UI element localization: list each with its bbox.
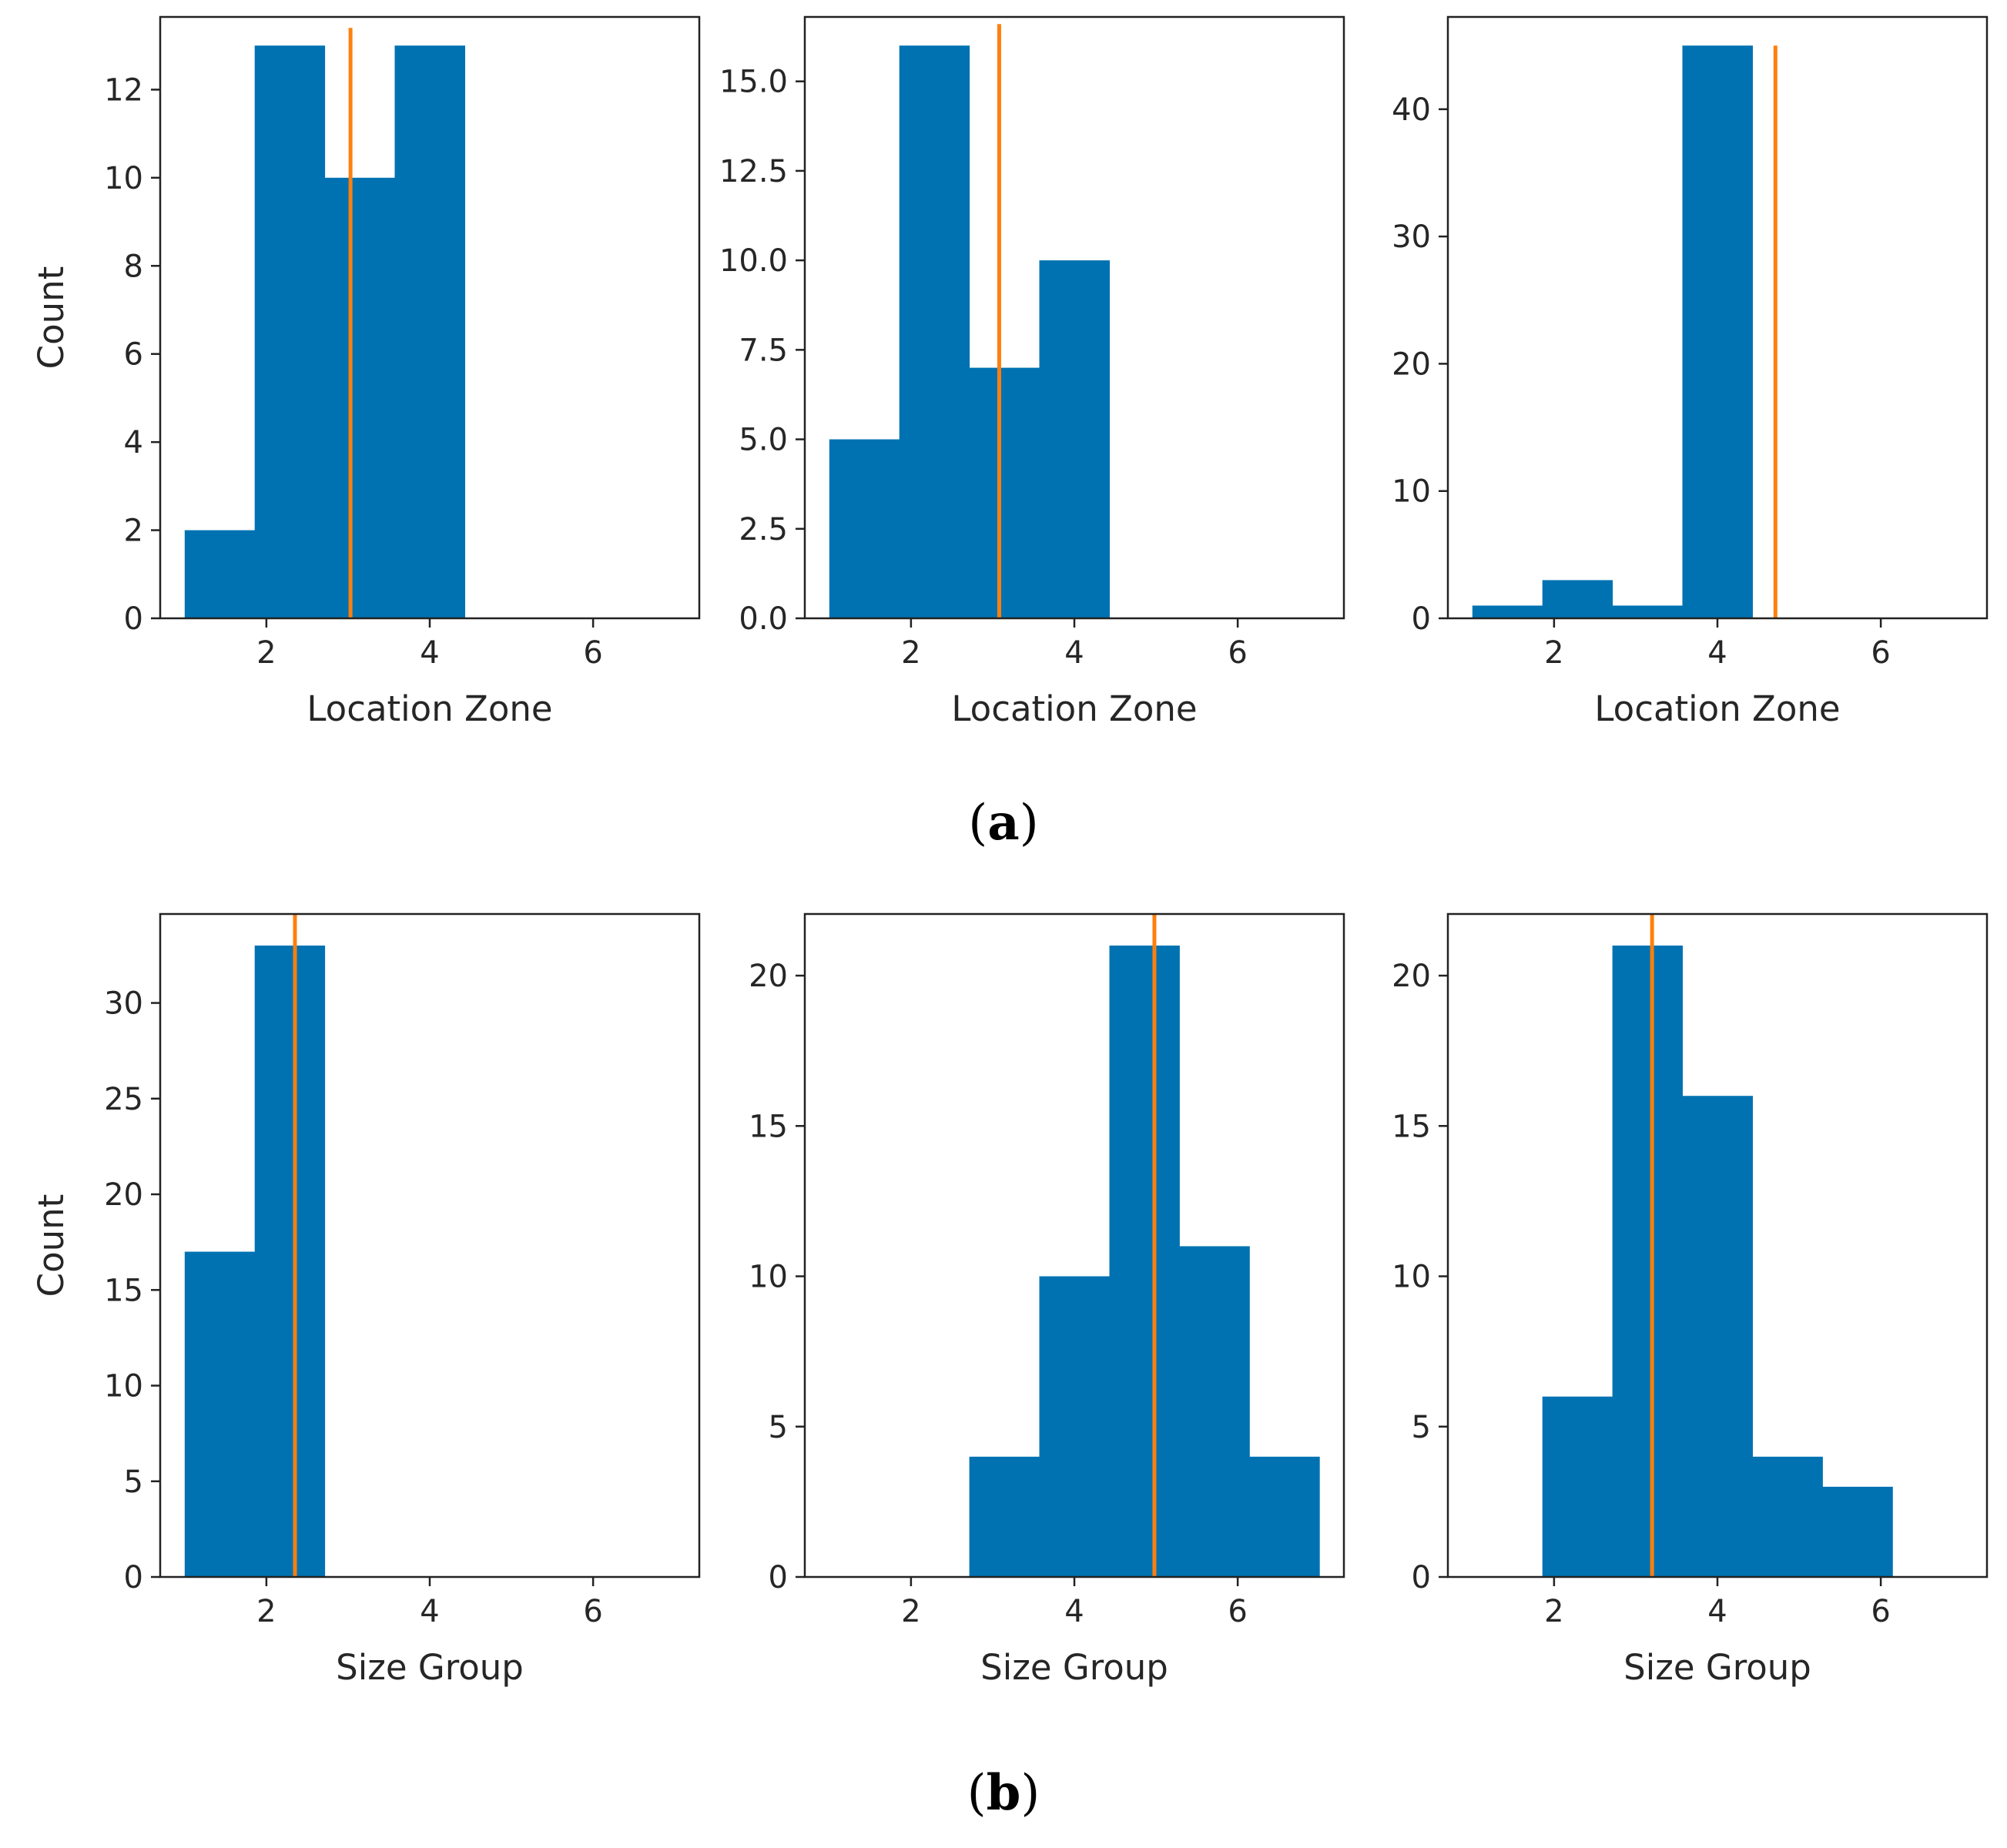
histogram-bar <box>1612 946 1683 1577</box>
y-tick-label: 5 <box>1412 1410 1431 1445</box>
y-tick-label: 30 <box>1392 219 1431 255</box>
histogram-bar <box>1179 1246 1250 1577</box>
panel-label-b: (b) <box>967 1764 1040 1822</box>
x-axis-label: Size Group <box>336 1647 524 1688</box>
y-tick-label: 12 <box>104 72 143 108</box>
y-tick-label: 15 <box>104 1273 143 1308</box>
histogram-a-1: 2 4 6 0 2 4 6 8 10 12 Location Zone Count <box>31 15 701 729</box>
y-tick-label: 10 <box>104 161 143 196</box>
x-tick-label: 2 <box>1544 635 1563 671</box>
x-tick-label: 6 <box>1871 1594 1890 1629</box>
histogram-bar <box>254 45 326 618</box>
x-tick-label: 4 <box>1707 635 1727 671</box>
histogram-b-1: 2 4 6 0 5 10 15 20 25 30 Size Group Count <box>31 912 701 1688</box>
y-tick-label: 25 <box>104 1082 143 1117</box>
x-tick-label: 6 <box>583 635 602 671</box>
x-tick-label: 2 <box>901 635 920 671</box>
x-axis-label: Location Zone <box>307 688 552 729</box>
x-axis-label: Size Group <box>1623 1647 1811 1688</box>
y-tick-label: 30 <box>104 986 143 1022</box>
y-tick-label: 5.0 <box>739 423 788 458</box>
y-tick-label: 10 <box>749 1260 788 1295</box>
histogram-bar <box>394 45 465 618</box>
histogram-bar <box>1612 605 1683 618</box>
histogram-bar <box>1682 1096 1753 1577</box>
y-tick-label: 2 <box>124 514 143 549</box>
histogram-bar <box>969 367 1040 618</box>
x-tick-label: 4 <box>420 1594 439 1629</box>
histogram-bar <box>899 45 970 618</box>
y-tick-label: 10.0 <box>719 243 788 279</box>
y-tick-label: 5 <box>124 1465 143 1500</box>
y-tick-label: 6 <box>124 337 143 373</box>
y-tick-label: 5 <box>769 1410 788 1445</box>
y-tick-label: 4 <box>124 425 143 460</box>
y-tick-label: 2.5 <box>739 512 788 547</box>
histogram-bar <box>1542 1396 1613 1577</box>
histogram-bar <box>829 439 900 618</box>
histogram-bar <box>1039 1276 1110 1577</box>
y-tick-label: 15 <box>1392 1109 1431 1144</box>
panel-label-a: (a) <box>968 794 1038 852</box>
x-tick-label: 2 <box>256 1594 276 1629</box>
subplot-grid: 2 4 6 0 2 4 6 8 10 12 Location Zone Count 2 4 6 0.0 2.5 5… <box>31 15 1989 1688</box>
x-axis-label: Location Zone <box>1594 688 1840 729</box>
y-axis-label: Count <box>31 1194 72 1297</box>
y-tick-label: 10 <box>104 1369 143 1404</box>
y-tick-label: 12.5 <box>719 154 788 189</box>
x-tick-label: 6 <box>583 1594 602 1629</box>
y-tick-label: 0 <box>1412 601 1431 637</box>
histogram-a-3: 2 4 6 0 10 20 30 40 Location Zone <box>1392 15 1989 729</box>
y-axis-label: Count <box>31 266 72 370</box>
histogram-bar <box>184 530 256 618</box>
histogram-b-2: 2 4 6 0 5 10 15 20 Size Group <box>749 912 1345 1688</box>
histogram-bar <box>1249 1456 1320 1577</box>
y-tick-label: 20 <box>1392 346 1431 382</box>
y-tick-label: 0 <box>124 601 143 637</box>
y-tick-label: 15 <box>749 1109 788 1144</box>
x-tick-label: 6 <box>1228 1594 1247 1629</box>
x-tick-label: 2 <box>256 635 276 671</box>
y-tick-label: 40 <box>1392 92 1431 128</box>
y-tick-label: 0 <box>769 1560 788 1595</box>
histogram-b-3: 2 4 6 0 5 10 15 20 Size Group <box>1392 912 1989 1688</box>
histogram-bar <box>1682 45 1753 618</box>
histogram-bar <box>184 1251 256 1577</box>
histogram-bar <box>324 177 395 619</box>
x-tick-label: 6 <box>1228 635 1247 671</box>
x-tick-label: 4 <box>420 635 439 671</box>
histogram-bar <box>1822 1486 1893 1577</box>
y-tick-label: 10 <box>1392 1260 1431 1295</box>
y-tick-label: 20 <box>749 959 788 994</box>
x-axis-label: Size Group <box>980 1647 1168 1688</box>
x-tick-label: 4 <box>1707 1594 1727 1629</box>
x-tick-label: 2 <box>1544 1594 1563 1629</box>
histogram-bar <box>1109 946 1180 1577</box>
x-tick-label: 4 <box>1064 1594 1084 1629</box>
x-axis-label: Location Zone <box>951 688 1197 729</box>
histogram-bar <box>1542 580 1613 618</box>
histogram-bar <box>254 946 326 1577</box>
y-tick-label: 20 <box>104 1177 143 1213</box>
histogram-bar <box>1472 605 1543 618</box>
x-tick-label: 2 <box>901 1594 920 1629</box>
y-tick-label: 10 <box>1392 474 1431 510</box>
y-tick-label: 0.0 <box>739 601 788 637</box>
histogram-bar <box>1752 1456 1823 1577</box>
y-tick-label: 0 <box>124 1560 143 1595</box>
y-tick-label: 0 <box>1412 1560 1431 1595</box>
y-tick-label: 7.5 <box>739 333 788 368</box>
y-tick-label: 15.0 <box>719 65 788 100</box>
y-tick-label: 8 <box>124 249 143 284</box>
histogram-a-2: 2 4 6 0.0 2.5 5.0 7.5 10.0 12.5 15.0 Location Zone <box>719 15 1345 729</box>
histogram-bar <box>1039 260 1110 618</box>
histogram-bar <box>969 1456 1040 1577</box>
y-tick-label: 20 <box>1392 959 1431 994</box>
x-tick-label: 6 <box>1871 635 1890 671</box>
x-tick-label: 4 <box>1064 635 1084 671</box>
